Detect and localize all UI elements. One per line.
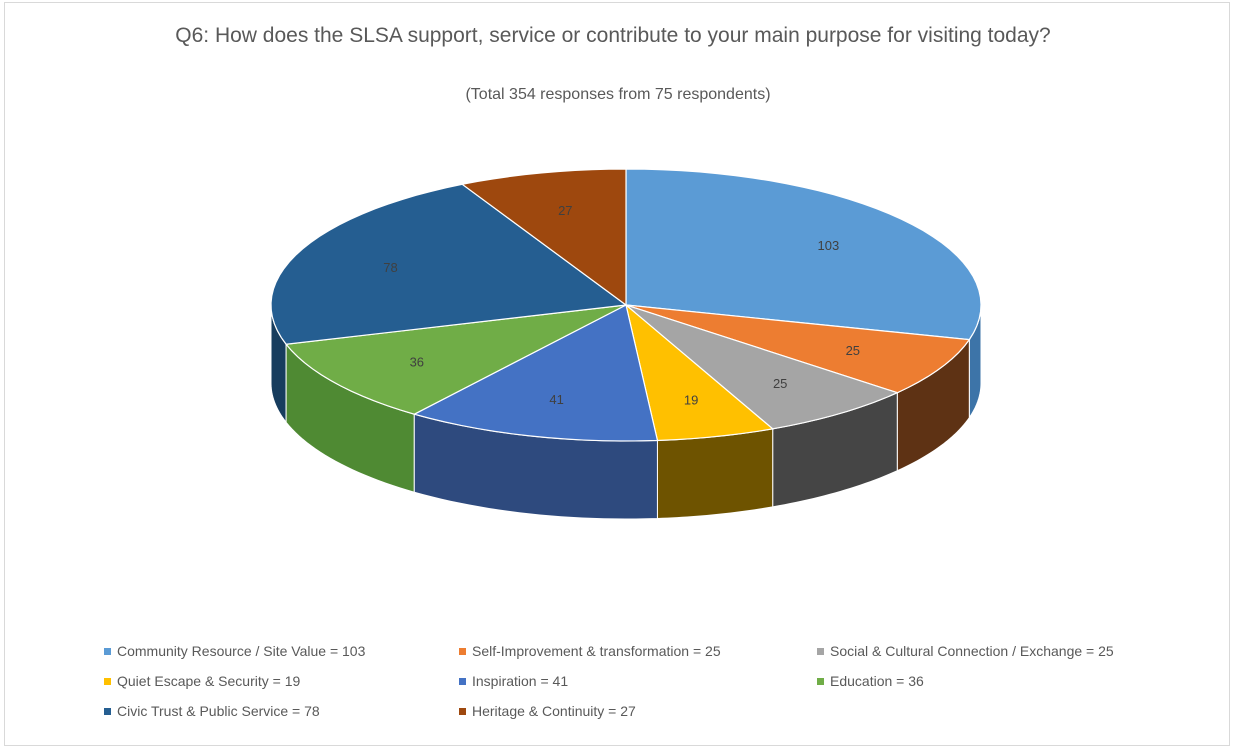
- data-label-5: 36: [410, 354, 424, 369]
- pie-side-3: [656, 428, 774, 519]
- data-label-0: 103: [818, 238, 840, 253]
- chart-title: Q6: How does the SLSA support, service o…: [175, 24, 1051, 47]
- pie-slice-2: [625, 304, 899, 430]
- data-label-3: 19: [684, 393, 698, 408]
- data-label-2: 25: [773, 376, 787, 391]
- pie-slice-5: [284, 304, 627, 415]
- pie-slice-4: [412, 304, 659, 442]
- pie-slice-3: [625, 303, 775, 442]
- data-label-4: 41: [549, 392, 563, 407]
- data-label-7: 27: [558, 203, 572, 218]
- data-label-6: 78: [383, 260, 397, 275]
- chart-subtitle: (Total 354 responses from 75 respondents…: [465, 86, 771, 103]
- pie-slice-1: [625, 304, 971, 394]
- pie-slice-0: [625, 168, 982, 341]
- pie-slice-6: [270, 183, 628, 345]
- data-label-1: 25: [846, 343, 860, 358]
- pie-slice-7: [460, 168, 627, 307]
- chart-title-block: Q6: How does the SLSA support, service o…: [150, 22, 1076, 50]
